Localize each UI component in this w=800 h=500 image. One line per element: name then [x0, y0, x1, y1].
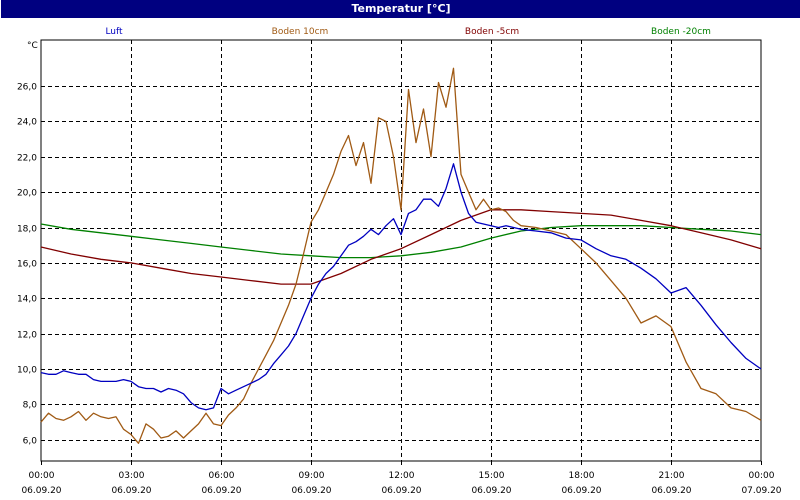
x-tick-date-label: 06.09.20	[471, 486, 511, 496]
series-line-boden-5cm	[40, 209, 762, 285]
x-tick-time-label: 03:00	[119, 471, 145, 481]
x-tick-date-label: 06.09.20	[21, 486, 61, 496]
x-tick-date-label: 06.09.20	[291, 486, 331, 496]
y-tick-label: 8,0	[23, 401, 38, 411]
legend-item-luft: Luft	[105, 27, 123, 37]
x-tick-time-label: 21:00	[659, 471, 685, 481]
legend-item-boden-20cm: Boden -20cm	[651, 27, 711, 37]
x-tick-time-label: 00:00	[749, 471, 775, 481]
x-tick-time-label: 09:00	[299, 471, 325, 481]
y-tick-label: 6,0	[23, 437, 38, 447]
y-tick-label: 12,0	[17, 331, 37, 341]
x-tick-date-label: 06.09.20	[651, 486, 691, 496]
y-axis-unit-label: °C	[27, 41, 38, 51]
y-tick-label: 18,0	[17, 225, 37, 235]
series-line-boden-20cm	[40, 223, 762, 259]
y-tick-label: 10,0	[17, 366, 37, 376]
series-line-luft	[40, 163, 762, 411]
x-tick-time-label: 06:00	[209, 471, 235, 481]
x-tick-time-label: 00:00	[29, 471, 55, 481]
x-tick-date-label: 06.09.20	[381, 486, 421, 496]
y-tick-label: 22,0	[17, 154, 37, 164]
x-tick-date-label: 06.09.20	[111, 486, 151, 496]
series-line-boden-10cm	[40, 67, 762, 444]
window-title: Temperatur [°C]	[1, 0, 800, 18]
x-tick-time-label: 18:00	[569, 471, 595, 481]
y-tick-label: 20,0	[17, 189, 37, 199]
x-tick-date-label: 06.09.20	[561, 486, 601, 496]
x-tick-time-label: 12:00	[389, 471, 415, 481]
x-tick-time-label: 15:00	[479, 471, 505, 481]
legend-item-boden-5cm: Boden -5cm	[465, 27, 519, 37]
y-tick-label: 26,0	[17, 83, 37, 93]
x-tick-date-label: 07.09.20	[741, 486, 781, 496]
x-tick-date-label: 06.09.20	[201, 486, 241, 496]
y-tick-label: 14,0	[17, 295, 37, 305]
y-tick-label: 24,0	[17, 118, 37, 128]
y-tick-label: 16,0	[17, 260, 37, 270]
legend-item-boden-10cm: Boden 10cm	[272, 27, 329, 37]
